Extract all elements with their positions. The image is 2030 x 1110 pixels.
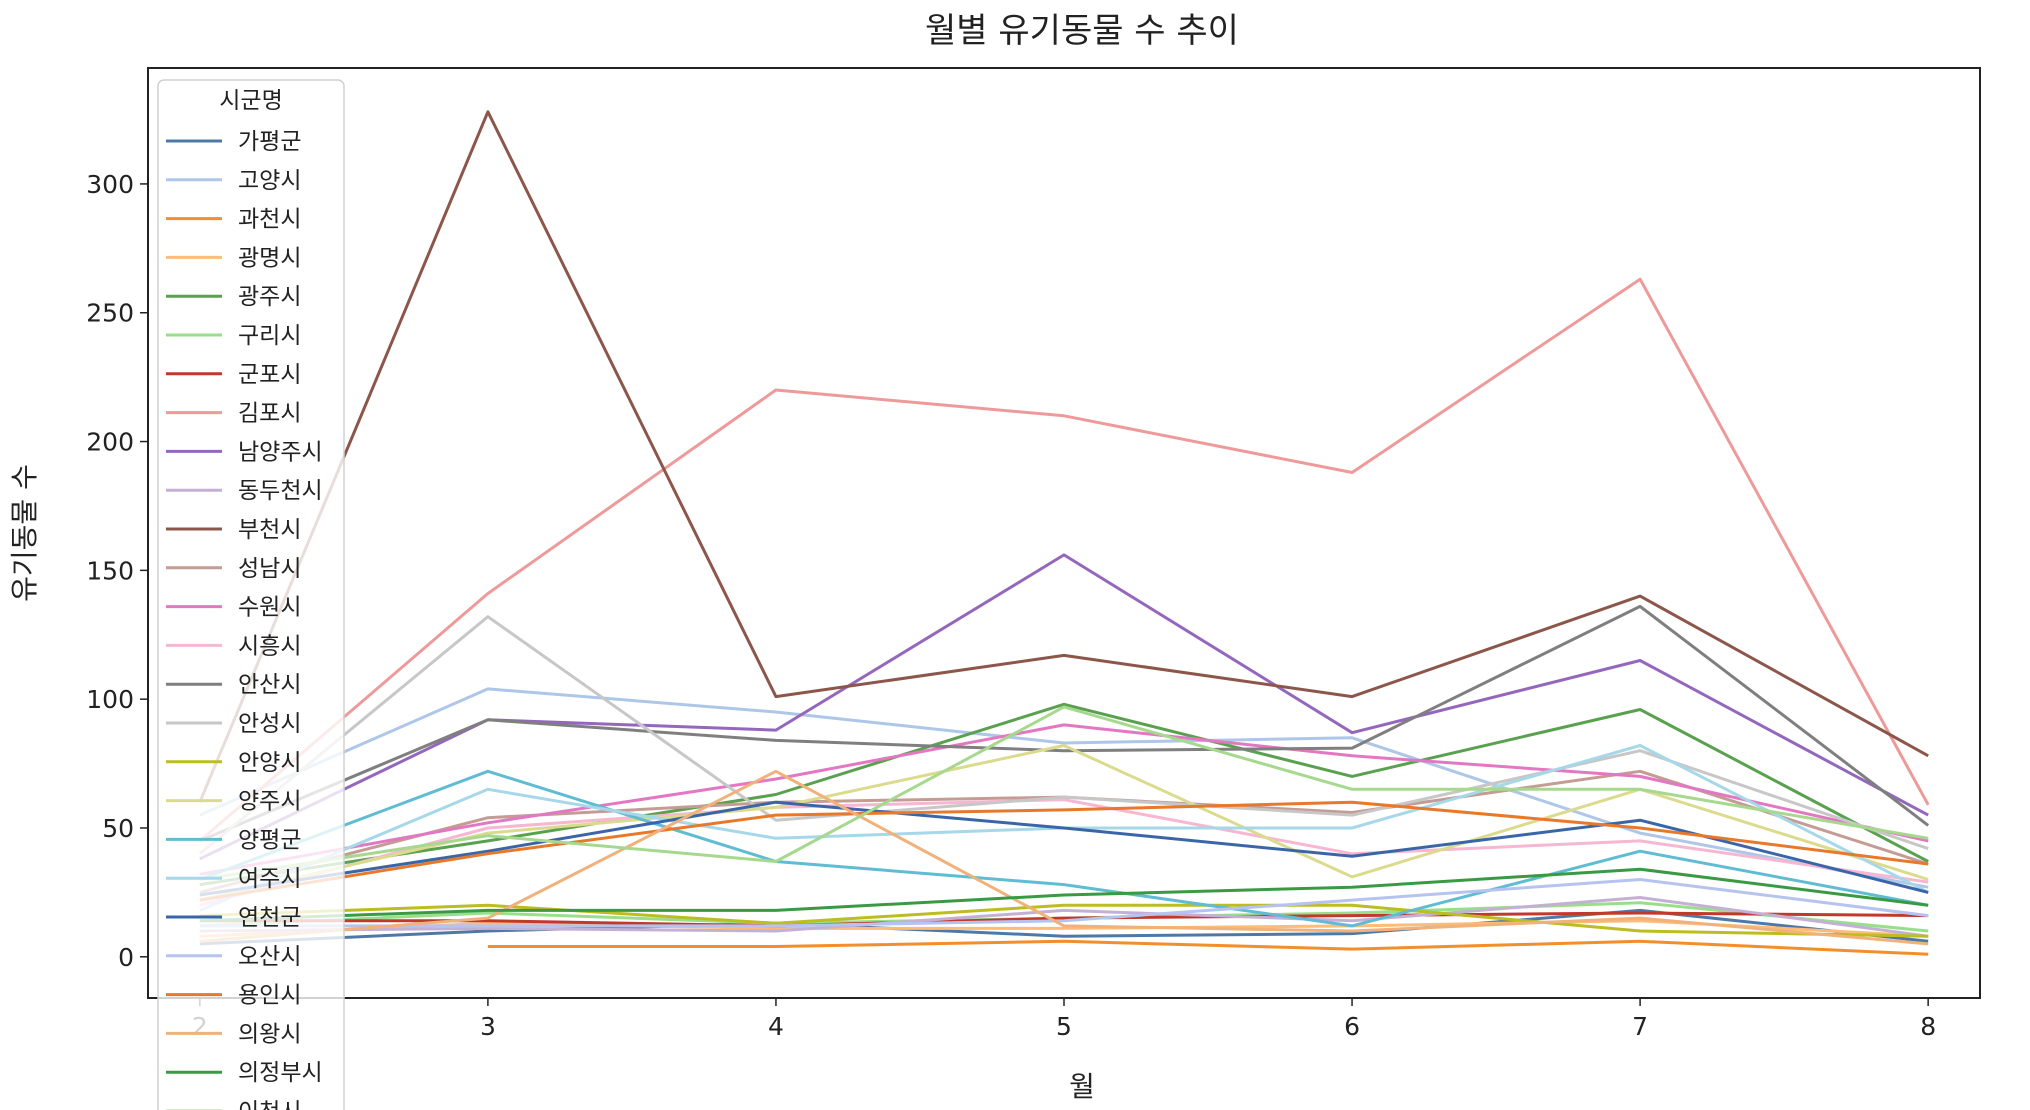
series-line-연천군: [199, 800, 1929, 897]
legend-label: 양평군: [238, 827, 301, 853]
legend-label: 광명시: [238, 245, 301, 271]
series-line-고양시: [199, 687, 1929, 889]
series-line-시흥시: [199, 798, 1929, 907]
series-line-용인시: [199, 800, 1929, 902]
series-line-안산시: [199, 604, 1930, 843]
series-line-안성시: [198, 615, 1929, 855]
legend-label: 안산시: [238, 672, 301, 698]
y-axis-label: 유기동물 수: [8, 464, 41, 602]
series-line-의왕시: [199, 769, 1929, 946]
legend-label: 수원시: [238, 595, 301, 621]
x-tick-label: 3: [480, 1012, 496, 1041]
series-line-김포시: [198, 277, 1930, 843]
series-line-이천시: [199, 705, 1929, 881]
legend-label: 의정부시: [238, 1060, 323, 1086]
legend-label: 가평군: [238, 129, 301, 155]
y-tick-label: 200: [86, 428, 134, 457]
series-line-군포시: [199, 911, 1929, 928]
x-tick-label: 5: [1056, 1012, 1072, 1041]
legend-label: 고양시: [238, 168, 301, 194]
y-axis: 0 50 100 150 200 250 300: [86, 170, 148, 972]
series-line-부천시: [198, 110, 1929, 803]
x-tick-label: 7: [1632, 1012, 1648, 1041]
legend-label: 시흥시: [238, 633, 301, 659]
legend-label: 부천시: [238, 517, 301, 543]
legend-label: 김포시: [238, 401, 301, 427]
series-line-안양시: [199, 903, 1929, 938]
series-line-수원시: [199, 723, 1929, 876]
legend-label: 광주시: [238, 284, 301, 310]
series-line-광주시: [199, 702, 1929, 887]
legend-label: 구리시: [238, 323, 301, 349]
legend-label: 이천시: [238, 1099, 301, 1110]
y-tick-label: 100: [86, 685, 134, 714]
series-line-양평군: [199, 769, 1929, 928]
series-lines: [198, 110, 1930, 956]
legend-label: 군포시: [238, 362, 301, 388]
legend-label: 연천군: [238, 905, 301, 931]
x-tick-label: 6: [1344, 1012, 1360, 1041]
legend-label: 양주시: [238, 789, 301, 815]
legend-box: [157, 79, 345, 1110]
legend-title: 시군명: [219, 88, 282, 114]
legend-label: 안성시: [238, 711, 301, 737]
legend-label: 동두천시: [238, 478, 323, 504]
legend-items: 가평군고양시과천시광명시광주시구리시군포시김포시남양주시동두천시부천시성남시수원…: [166, 129, 323, 1110]
legend-label: 남양주시: [238, 439, 323, 465]
series-line-가평군: [199, 908, 1929, 946]
y-tick-label: 50: [102, 814, 134, 843]
legend-label: 여주시: [238, 866, 301, 892]
legend-label: 의왕시: [238, 1021, 301, 1047]
y-tick-label: 150: [86, 556, 134, 585]
x-tick-label: 8: [1920, 1012, 1936, 1041]
y-tick-label: 300: [86, 170, 134, 199]
y-tick-label: 250: [86, 299, 134, 328]
series-line-광명시: [199, 919, 1929, 938]
x-tick-label: 4: [768, 1012, 784, 1041]
x-axis-label: 월: [1069, 1070, 1095, 1103]
chart-title: 월별 유기동물 수 추이: [925, 11, 1239, 51]
series-line-과천시: [487, 939, 1929, 956]
legend-label: 용인시: [238, 983, 301, 1009]
legend: 시군명 가평군고양시과천시광명시광주시구리시군포시김포시남양주시동두천시부천시성…: [157, 79, 345, 1110]
y-tick-label: 0: [118, 943, 134, 972]
series-line-의정부시: [199, 867, 1929, 923]
legend-label: 과천시: [238, 207, 301, 233]
legend-label: 안양시: [238, 750, 301, 776]
series-line-동두천시: [199, 896, 1929, 938]
legend-label: 오산시: [238, 944, 301, 970]
legend-label: 성남시: [238, 556, 301, 582]
series-line-오산시: [199, 878, 1929, 928]
